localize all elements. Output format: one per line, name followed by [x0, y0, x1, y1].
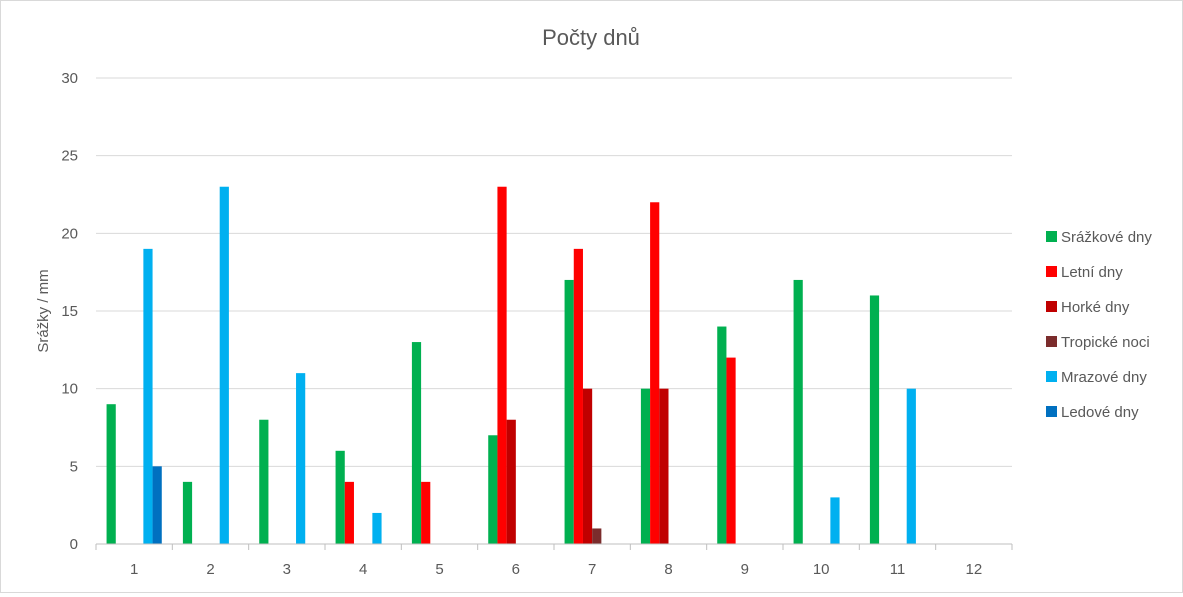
legend-swatch — [1046, 231, 1057, 242]
bar — [259, 419, 269, 544]
bar — [421, 481, 431, 544]
bar — [143, 248, 153, 544]
bar — [106, 404, 116, 544]
legend-label: Ledové dny — [1061, 404, 1139, 421]
y-tick-label: 30 — [61, 70, 78, 87]
legend: Srážkové dny Letní dny Horké dny Tropické n… — [1046, 229, 1152, 421]
legend-swatch — [1046, 336, 1057, 347]
bar — [906, 388, 916, 544]
legend-swatch — [1046, 301, 1057, 312]
gridlines — [96, 77, 1012, 467]
legend-label: Letní dny — [1061, 264, 1123, 281]
y-tick-label: 25 — [61, 148, 78, 165]
y-axis-label: Srážky / mm — [35, 269, 52, 352]
bar — [592, 528, 602, 544]
x-tick-label: 7 — [588, 561, 596, 578]
legend-swatch — [1046, 266, 1057, 277]
bar — [506, 419, 516, 544]
bar — [182, 481, 193, 544]
y-tick-label: 5 — [70, 458, 78, 475]
x-axis: 1 2 3 4 5 6 7 8 9 10 11 12 — [95, 543, 1013, 578]
legend-label: Horké dny — [1061, 299, 1130, 316]
legend-label: Tropické noci — [1061, 334, 1150, 351]
bar — [717, 326, 727, 544]
bar — [497, 186, 507, 544]
x-tick-label: 6 — [512, 561, 520, 578]
bar — [296, 373, 306, 544]
x-tick-label: 11 — [890, 561, 906, 578]
legend-label: Srážkové dny — [1061, 229, 1152, 246]
legend-swatch — [1046, 371, 1057, 382]
legend-label: Mrazové dny — [1061, 369, 1147, 386]
x-tick-label: 3 — [283, 561, 291, 578]
bars — [106, 186, 916, 544]
bar — [869, 295, 880, 544]
y-axis-ticks: 0 5 10 15 20 25 30 — [61, 70, 78, 553]
bar — [564, 279, 574, 544]
y-tick-label: 10 — [61, 381, 78, 398]
y-tick-label: 20 — [61, 225, 78, 242]
bar — [335, 450, 345, 544]
bar — [573, 248, 583, 544]
bar — [488, 435, 498, 544]
x-tick-label: 4 — [359, 561, 367, 578]
bar — [640, 388, 651, 544]
bar — [793, 279, 803, 544]
x-tick-label: 5 — [435, 561, 443, 578]
bar — [726, 357, 736, 544]
x-tick-label: 9 — [741, 561, 749, 578]
bar — [830, 497, 840, 544]
bar — [659, 388, 669, 544]
bar — [219, 186, 229, 544]
legend-swatch — [1046, 406, 1057, 417]
bar — [344, 481, 354, 544]
x-tick-label: 8 — [664, 561, 672, 578]
bar — [650, 202, 660, 544]
bar — [582, 388, 593, 544]
bar — [372, 512, 382, 544]
x-tick-label: 2 — [206, 561, 214, 578]
x-tick-label: 1 — [130, 561, 138, 578]
y-tick-label: 15 — [61, 303, 78, 320]
chart-title: Počty dnů — [542, 25, 640, 50]
bar — [411, 342, 422, 544]
x-tick-label: 12 — [965, 561, 982, 578]
y-tick-label: 0 — [70, 536, 78, 553]
bar — [152, 466, 162, 544]
x-tick-label: 10 — [813, 561, 830, 578]
